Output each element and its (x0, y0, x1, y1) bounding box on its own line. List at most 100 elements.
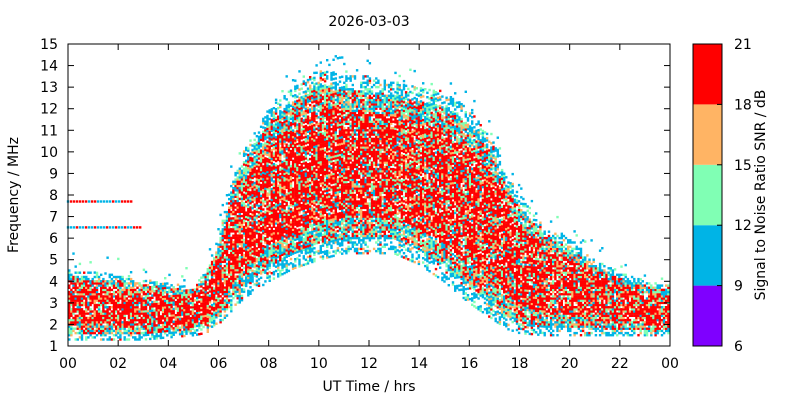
data-point (166, 303, 169, 307)
data-point (298, 131, 301, 134)
data-point (164, 323, 167, 326)
data-point (323, 183, 327, 186)
data-point (230, 230, 233, 233)
data-point (268, 191, 271, 194)
data-point (138, 331, 141, 335)
data-point (245, 276, 248, 279)
data-point (191, 312, 195, 315)
data-point (255, 279, 259, 282)
data-point (210, 316, 214, 320)
data-point (68, 295, 71, 298)
data-point (119, 295, 122, 298)
data-point (326, 70, 329, 74)
data-point (277, 227, 280, 231)
data-point (304, 198, 308, 201)
data-point (298, 165, 301, 169)
data-point (304, 96, 308, 100)
data-point (221, 269, 224, 272)
data-point (170, 316, 173, 319)
data-point (268, 253, 271, 257)
data-point (281, 264, 284, 267)
data-point (232, 258, 235, 261)
data-point (283, 241, 286, 245)
data-point (183, 324, 186, 327)
data-point (78, 288, 82, 292)
data-point (264, 262, 267, 266)
data-point (223, 286, 227, 289)
data-point (245, 237, 248, 240)
data-point (272, 245, 276, 248)
data-point (238, 292, 241, 295)
data-point (157, 293, 160, 297)
data-point (238, 296, 241, 300)
data-point (326, 174, 329, 177)
data-point (302, 149, 305, 152)
data-point (119, 286, 122, 289)
data-point (296, 194, 299, 198)
data-point (313, 199, 316, 202)
data-point (262, 171, 265, 174)
data-point (89, 308, 92, 311)
data-point (283, 114, 286, 117)
data-point (149, 292, 152, 295)
data-point (296, 235, 299, 239)
data-point (223, 275, 227, 278)
data-point (283, 112, 286, 115)
data-point (198, 311, 201, 314)
data-point (311, 241, 314, 244)
data-point (279, 181, 282, 184)
data-point (296, 175, 299, 178)
data-point (262, 184, 265, 187)
data-point (321, 158, 325, 161)
data-point (191, 290, 195, 294)
data-point (326, 131, 329, 134)
data-point (304, 217, 308, 221)
data-point (234, 284, 237, 287)
data-point (219, 269, 222, 272)
data-point (142, 297, 146, 300)
data-point (204, 312, 207, 315)
data-point (294, 163, 297, 166)
data-point (108, 327, 111, 330)
data-point (272, 171, 276, 175)
data-point (230, 284, 233, 287)
data-point (277, 175, 280, 179)
data-point (164, 312, 167, 316)
data-point (306, 219, 310, 222)
data-point (245, 168, 248, 171)
data-point (170, 331, 173, 334)
data-point (309, 248, 312, 251)
data-point (80, 338, 84, 341)
data-point (319, 72, 322, 75)
data-point (247, 179, 250, 183)
data-point (134, 288, 137, 292)
data-point (140, 295, 143, 298)
data-point (289, 244, 293, 248)
data-point (102, 284, 105, 287)
data-point (225, 238, 229, 242)
data-point (87, 288, 90, 292)
data-point (326, 183, 329, 186)
data-point (270, 259, 273, 262)
data-point (166, 295, 169, 298)
data-point (298, 206, 301, 210)
data-point (309, 86, 312, 90)
data-point (311, 232, 314, 236)
data-point (89, 316, 92, 320)
data-point (232, 269, 235, 272)
data-point (108, 312, 111, 315)
data-point (283, 123, 286, 126)
data-point (294, 122, 297, 125)
data-point (117, 280, 120, 283)
data-point (74, 280, 77, 283)
data-point (268, 145, 271, 149)
data-point (83, 290, 86, 294)
data-point (215, 290, 218, 293)
data-point (268, 275, 271, 278)
data-point (309, 168, 312, 172)
data-point (270, 213, 273, 217)
data-point (80, 290, 84, 294)
data-point (85, 288, 88, 292)
data-point (287, 164, 291, 167)
data-point (247, 222, 250, 226)
